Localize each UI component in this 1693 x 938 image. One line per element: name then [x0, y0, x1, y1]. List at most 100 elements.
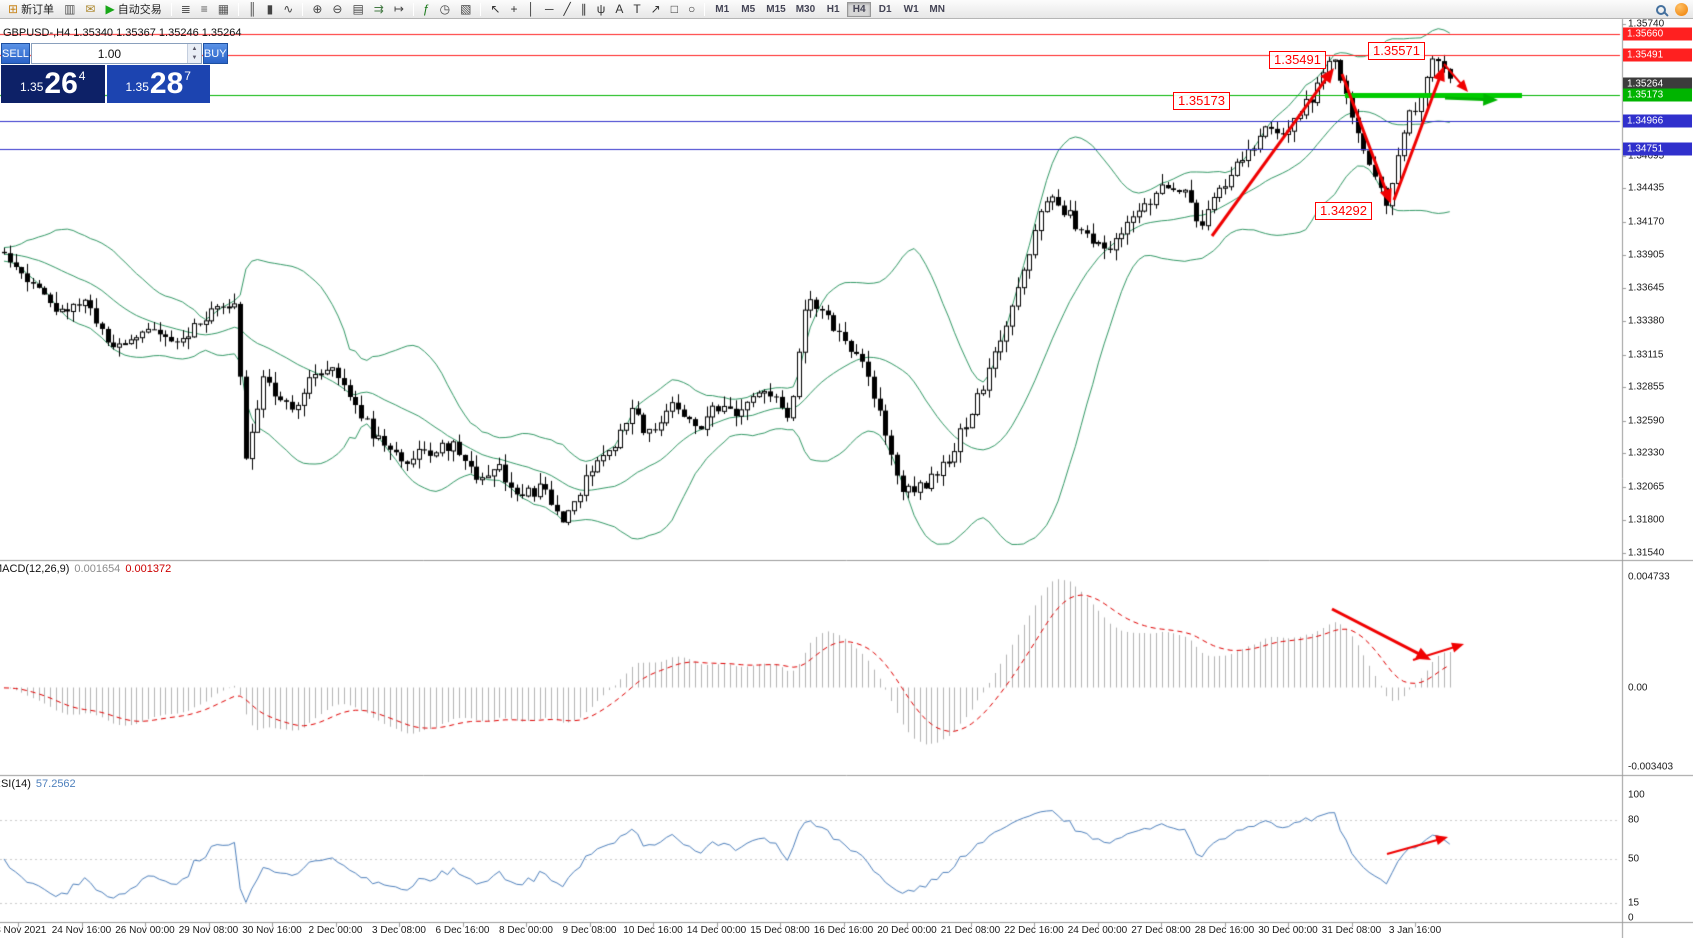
rsi-name: RSI(14) — [0, 778, 31, 790]
toolbar-cursor-button[interactable]: ↖ — [485, 1, 505, 18]
macd-value-signal: 0.001372 — [125, 563, 172, 575]
main-toolbar: ⊞ 新订单 ▥ ✉ ▶ 自动交易 ≣ ≡ ▦ ║ ▮ ∿ ⊕ ⊖ ▤ ⇉ ↦ ƒ ◷ ▧ ↖ + │ ─ ╱ ∥ ψ A T ↗ □ ○ M1 M… — [0, 0, 1693, 19]
toolbar-line-chart-button[interactable]: ∿ — [278, 1, 298, 18]
sell-price-display: 1.35 26 4 — [1, 65, 105, 103]
toolbar-data-window-button[interactable]: ≡ — [196, 1, 213, 18]
toolbar-separator — [170, 2, 172, 16]
toolbar-autotrade-button[interactable]: ▶ 自动交易 — [100, 1, 166, 18]
buy-price-base: 1.35 — [125, 80, 149, 94]
chart-shift-icon: ↦ — [393, 2, 404, 16]
toolbar-crosshair-button[interactable]: + — [505, 1, 522, 18]
auto-scroll-icon: ⇉ — [373, 2, 384, 16]
volume-down-button[interactable]: ▼ — [187, 53, 201, 63]
price-annotation-label[interactable]: 1.35571 — [1368, 42, 1425, 60]
timeframe-h4[interactable]: H4 — [847, 1, 872, 17]
navigator-icon: ▦ — [217, 2, 230, 16]
toolbar-mail-button[interactable]: ✉ — [80, 1, 100, 18]
price-annotation-label[interactable]: 1.35491 — [1269, 51, 1326, 69]
toolbar-separator — [704, 2, 706, 16]
toolbar-separator — [412, 2, 414, 16]
rsi-indicator-label: RSI(14) 57.2562 — [0, 778, 76, 790]
buy-price-display: 1.35 28 7 — [106, 65, 210, 103]
candlestick-chart-icon: ▮ — [266, 2, 274, 16]
tile-windows-icon: ▤ — [352, 2, 364, 16]
new-order-icon: ⊞ — [8, 2, 19, 16]
text-icon: A — [615, 2, 624, 16]
price-annotation-label[interactable]: 1.35173 — [1173, 92, 1230, 110]
toolbar-zoom-out-button[interactable]: ⊖ — [327, 1, 347, 18]
toolbar-market-watch-button[interactable]: ≣ — [176, 1, 196, 18]
toolbar-horizontal-line-button[interactable]: ─ — [540, 1, 559, 18]
toolbar-indicators-button[interactable]: ƒ — [418, 1, 435, 18]
toolbar-channel-button[interactable]: ∥ — [576, 1, 592, 18]
buy-price-sup: 7 — [184, 69, 191, 83]
line-chart-icon: ∿ — [283, 2, 294, 16]
volume-input[interactable] — [31, 44, 187, 63]
volume-up-button[interactable]: ▲ — [187, 44, 201, 54]
notification-badge-icon[interactable] — [1675, 3, 1688, 16]
toolbar-rectangle-tool-button[interactable]: □ — [666, 1, 683, 18]
timeframe-h1[interactable]: H1 — [821, 2, 845, 17]
toolbar-auto-scroll-button[interactable]: ⇉ — [369, 1, 389, 18]
volume-box: ▲ ▼ — [30, 43, 202, 64]
fibonacci-icon: ψ — [596, 2, 606, 16]
timeframe-mn[interactable]: MN — [925, 2, 949, 17]
horizontal-line-icon: ─ — [545, 2, 554, 16]
toolbar-new-order-button[interactable]: ⊞ 新订单 — [3, 1, 59, 18]
trade-prices-row: 1.35 26 4 1.35 28 7 — [1, 65, 210, 103]
channel-icon: ∥ — [580, 2, 587, 16]
sell-price-base: 1.35 — [20, 80, 44, 94]
toolbar-trendline-button[interactable]: ╱ — [559, 1, 576, 18]
chart-window-icon: ▥ — [64, 2, 76, 16]
toolbar-chart-shift-button[interactable]: ↦ — [389, 1, 409, 18]
sell-price-big: 26 — [44, 67, 78, 100]
zoom-in-icon: ⊕ — [312, 2, 323, 16]
zoom-out-icon: ⊖ — [332, 2, 343, 16]
data-window-icon: ≡ — [200, 2, 208, 16]
buy-button[interactable]: BUY — [202, 43, 228, 64]
timeframe-m30[interactable]: M30 — [792, 2, 819, 17]
buy-price-big: 28 — [149, 67, 184, 100]
toolbar-navigator-button[interactable]: ▦ — [213, 1, 234, 18]
toolbar-vertical-line-button[interactable]: │ — [523, 1, 541, 18]
toolbar-fibonacci-button[interactable]: ψ — [592, 1, 611, 18]
autotrade-icon: ▶ — [105, 2, 115, 16]
templates-icon: ▧ — [460, 2, 472, 16]
text-label-icon: T — [633, 2, 641, 16]
toolbar-ellipse-tool-button[interactable]: ○ — [683, 1, 700, 18]
toolbar-tile-windows-button[interactable]: ▤ — [347, 1, 368, 18]
timeframe-m1[interactable]: M1 — [710, 2, 734, 17]
search-icon[interactable] — [1656, 4, 1666, 15]
sell-price-sup: 4 — [78, 69, 86, 83]
toolbar-text-button[interactable]: A — [610, 1, 628, 18]
toolbar-text-label-button[interactable]: T — [628, 1, 645, 18]
price-annotation-label[interactable]: 1.34292 — [1315, 202, 1372, 220]
timeframe-w1[interactable]: W1 — [899, 2, 923, 17]
sell-button[interactable]: SELL — [1, 43, 30, 64]
macd-name: MACD(12,26,9) — [0, 563, 70, 575]
toolbar-items: ⊞ 新订单 ▥ ✉ ▶ 自动交易 ≣ ≡ ▦ ║ ▮ ∿ ⊕ ⊖ ▤ ⇉ ↦ ƒ ◷ ▧ ↖ + │ ─ ╱ ∥ ψ A T ↗ □ ○ M1 M… — [3, 0, 950, 18]
toolbar-chart-window-button[interactable]: ▥ — [59, 1, 80, 18]
macd-indicator-label: MACD(12,26,9) 0.001654 0.001372 — [0, 563, 171, 575]
crosshair-icon: + — [510, 2, 518, 16]
toolbar-templates-button[interactable]: ▧ — [455, 1, 476, 18]
bar-chart-icon: ║ — [248, 2, 257, 16]
toolbar-candlestick-chart-button[interactable]: ▮ — [262, 1, 279, 18]
arrows-tool-icon: ↗ — [650, 2, 661, 16]
toolbar-arrows-tool-button[interactable]: ↗ — [646, 1, 666, 18]
timeframe-d1[interactable]: D1 — [873, 2, 897, 17]
toolbar-zoom-in-button[interactable]: ⊕ — [307, 1, 327, 18]
timeframe-m5[interactable]: M5 — [736, 2, 760, 17]
ellipse-tool-icon: ○ — [687, 2, 696, 16]
timeframe-m15[interactable]: M15 — [762, 2, 789, 17]
toolbar-periods-button[interactable]: ◷ — [435, 1, 455, 18]
toolbar-separator — [302, 2, 304, 16]
indicators-icon: ƒ — [422, 2, 430, 16]
toolbar-right — [1656, 2, 1688, 17]
vertical-line-icon: │ — [527, 2, 536, 16]
cursor-icon: ↖ — [490, 2, 501, 16]
rectangle-tool-icon: □ — [670, 2, 678, 16]
toolbar-bar-chart-button[interactable]: ║ — [243, 1, 262, 18]
